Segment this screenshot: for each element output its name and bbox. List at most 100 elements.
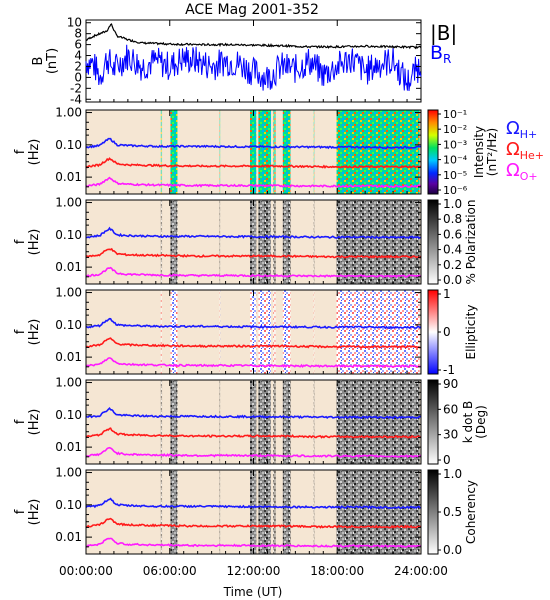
f-tick-label: 1.00 — [55, 466, 82, 480]
colorbar-unit: (Deg) — [474, 405, 488, 439]
series-br-line — [85, 44, 422, 92]
f-axis-label: f — [13, 149, 28, 154]
f-tick-label: 0.10 — [55, 138, 82, 152]
series-bmag-line — [85, 23, 422, 50]
colorbar-tick-label: 10⁻⁶ — [443, 184, 468, 197]
activity-band — [273, 380, 276, 464]
activity-band — [282, 110, 291, 194]
colorbar-tick-label: 1.0 — [443, 197, 462, 211]
activity-band — [160, 470, 163, 554]
gyro-line-Hplus — [85, 406, 422, 420]
f-axis-label: f — [13, 509, 28, 514]
colorbar-label: Ellipticity — [464, 305, 478, 360]
activity-band — [336, 200, 420, 284]
activity-band — [170, 200, 178, 284]
time-tick-label: 12:00:00 — [227, 564, 281, 578]
activity-band — [273, 200, 276, 284]
spectral-panel-1: 1.00 0.10 0.01 f (Hz) 10⁻¹ 10⁻² 10⁻³ 10⁻⁴ 10⁻⁵ 10⁻… — [13, 106, 544, 197]
time-tick-label: 00:00:00 — [59, 564, 113, 578]
colorbar — [427, 469, 439, 555]
activity-band — [160, 380, 163, 464]
f-tick-label: 0.01 — [55, 350, 82, 364]
legend-br-symbol: B — [430, 42, 443, 64]
field-y-tick-label: 2 — [74, 59, 82, 73]
legend-symbol: Ω — [506, 160, 520, 181]
colorbar-tick-label: 10⁻³ — [443, 138, 467, 151]
colorbar-tick-label: 60 — [443, 402, 458, 416]
activity-band — [336, 470, 420, 554]
activity-band — [170, 290, 178, 374]
x-axis-label: Time (UT) — [223, 585, 283, 599]
activity-band — [273, 110, 276, 194]
colorbar-tick-label: 0.2 — [443, 258, 462, 272]
gyro-line-Hplus — [86, 226, 422, 240]
field-y-tick-label: -2 — [70, 81, 82, 95]
f-axis-unit: (Hz) — [27, 499, 42, 526]
colorbar-tick-label: -1 — [443, 363, 455, 377]
colorbar — [427, 379, 439, 465]
gyro-line-Oplus — [85, 357, 422, 369]
colorbar — [427, 109, 439, 195]
activity-band — [313, 380, 315, 464]
f-axis-unit: (Hz) — [27, 139, 42, 166]
colorbar-tick-label: 0 — [443, 453, 451, 467]
f-tick-label: 0.10 — [55, 498, 82, 512]
time-tick-label: 18:00:00 — [310, 564, 364, 578]
activity-band — [160, 290, 163, 374]
f-tick-label: 0.10 — [55, 318, 82, 332]
colorbar-tick-label: 10⁻⁵ — [443, 169, 467, 182]
colorbar-tick-label: 0.4 — [443, 243, 462, 257]
gyro-line-Heplus — [85, 157, 422, 169]
gyro-line-Hplus — [85, 317, 422, 330]
chart-title: ACE Mag 2001-352 — [185, 2, 319, 18]
colorbar — [427, 199, 439, 285]
field-y-tick-label: 4 — [74, 49, 82, 63]
activity-band — [273, 290, 276, 374]
legend-br-sub: R — [443, 52, 451, 66]
spectral-panel-4: 1.00 0.10 0.01 f (Hz) 90 60 30 0 k dot B (Deg) — [13, 376, 488, 467]
colorbar-tick-label: 1 — [443, 287, 451, 301]
f-tick-label: 0.10 — [55, 228, 82, 242]
colorbar-label: % Polarization — [464, 200, 478, 285]
field-y-label: B — [31, 57, 46, 66]
colorbar-tick-label: 10⁻² — [443, 123, 467, 136]
gyro-line-Oplus — [85, 446, 421, 459]
colorbar-tick-label: 0.0 — [443, 543, 462, 557]
f-tick-label: 1.00 — [55, 106, 82, 120]
f-tick-label: 0.01 — [55, 260, 82, 274]
legend-sub: H+ — [520, 128, 538, 141]
f-tick-label: 0.01 — [55, 170, 82, 184]
field-y-tick-label: 6 — [74, 38, 82, 52]
activity-band — [273, 470, 276, 554]
legend-omega-Oplus: ΩO+ — [506, 160, 538, 183]
colorbar-tick-label: 1.0 — [443, 467, 462, 481]
activity-band — [219, 470, 221, 554]
activity-band — [250, 380, 257, 464]
colorbar-tick-label: 0.6 — [443, 227, 462, 241]
spectral-panels: 1.000.100.01f (Hz)10⁻¹10⁻²10⁻³10⁻⁴10⁻⁵10⁻… — [13, 106, 544, 557]
gyro-line-Heplus — [86, 247, 422, 259]
colorbar-tick-label: 0.5 — [443, 505, 462, 519]
activity-band — [282, 290, 291, 374]
f-axis-unit: (Hz) — [27, 229, 42, 256]
field-y-tick-label: -4 — [70, 92, 82, 106]
f-tick-label: 1.00 — [55, 376, 82, 390]
gyro-line-Heplus — [85, 427, 422, 439]
colorbar-tick-label: 0.8 — [443, 212, 462, 226]
colorbar-tick-label: 10⁻⁴ — [443, 154, 468, 167]
gyro-line-Hplus — [85, 497, 421, 510]
activity-band — [250, 200, 257, 284]
activity-band — [313, 290, 315, 374]
field-y-tick-label: 0 — [74, 70, 82, 84]
legend-symbol: Ω — [506, 139, 520, 160]
activity-band — [282, 380, 291, 464]
f-tick-label: 1.00 — [55, 196, 82, 210]
activity-band — [160, 110, 163, 194]
activity-band — [170, 380, 178, 464]
gyro-line-Oplus — [85, 176, 422, 189]
colorbar-tick-label: 0 — [443, 325, 451, 339]
activity-band — [282, 200, 291, 284]
time-axis: 00:00:00 06:00:00 12:00:00 18:00:00 24:00:00 — [59, 20, 448, 578]
